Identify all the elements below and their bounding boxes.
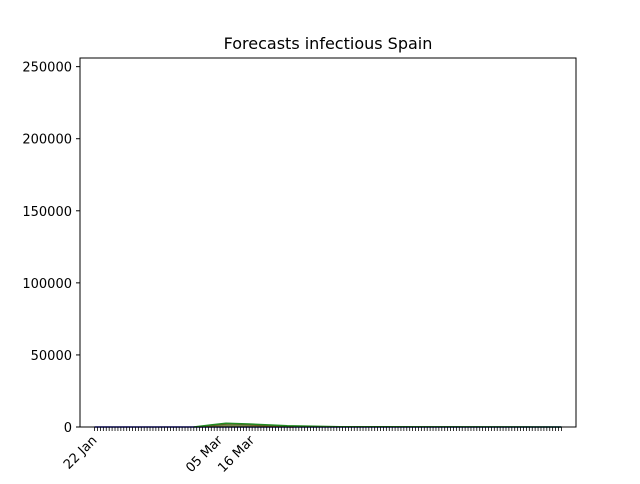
y-tick-label: 50000 bbox=[31, 349, 72, 364]
y-tick-label: 0 bbox=[64, 421, 72, 436]
series-layer bbox=[94, 422, 562, 428]
y-axis: 0 50000 100000 150000 200000 250000 bbox=[22, 61, 80, 436]
chart-title: Forecasts infectious Spain bbox=[224, 34, 433, 53]
y-tick-label: 250000 bbox=[22, 61, 72, 76]
y-tick-label: 200000 bbox=[22, 133, 72, 148]
x-tick-label: 16 Mar bbox=[215, 433, 258, 476]
y-tick-label: 100000 bbox=[22, 277, 72, 292]
plot-frame bbox=[79, 57, 577, 428]
x-tick-label: 22 Jan bbox=[61, 433, 100, 472]
y-tick-label: 150000 bbox=[22, 205, 72, 220]
